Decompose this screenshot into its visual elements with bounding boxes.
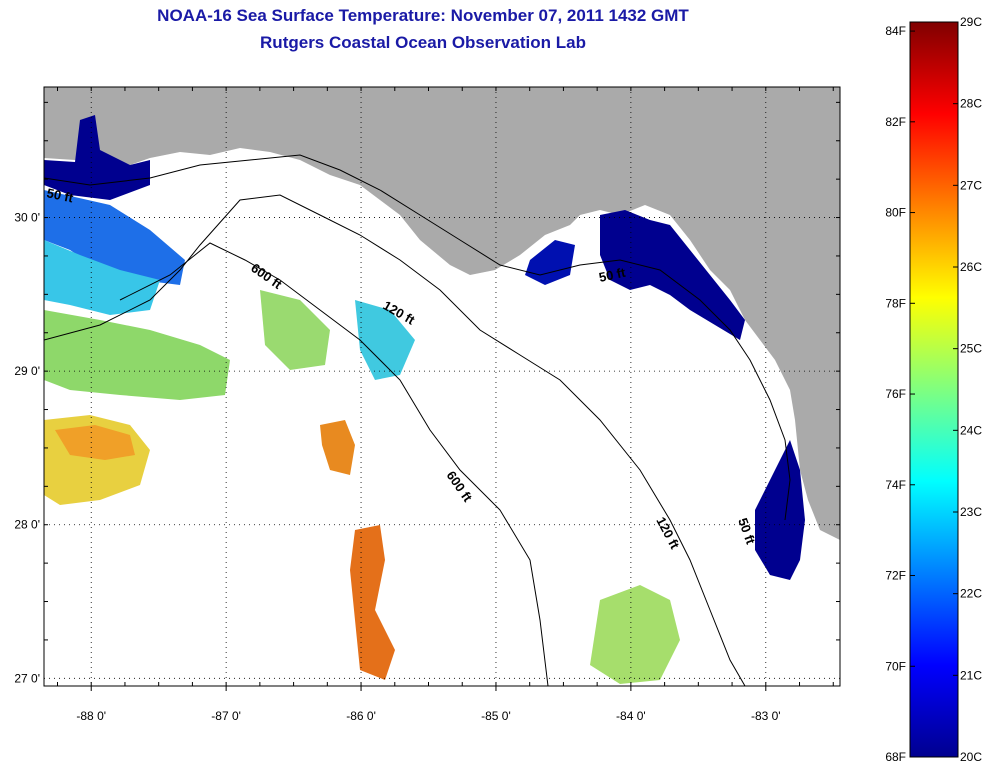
colorbar-gradient: [909, 21, 959, 758]
sst-patch-shelf-blue: [44, 190, 185, 285]
sst-patch-orange-mid: [320, 420, 355, 475]
lon-tick-label: -87 0': [211, 709, 241, 723]
fahrenheit-label: 82F: [885, 115, 906, 129]
sst-patch-coast-south: [755, 440, 805, 580]
fahrenheit-label: 80F: [885, 206, 906, 220]
sst-patch-green-south: [590, 585, 680, 684]
colorbar-svg: 20C 21C 22C 23C 24C 25C 26C 27C 28C 29C 68F 70F 72F 7…: [885, 15, 982, 764]
celsius-label: 21C: [960, 668, 982, 682]
celsius-label: 23C: [960, 505, 982, 519]
graticule: [44, 87, 840, 691]
fahrenheit-label: 78F: [885, 296, 906, 310]
colorbar: 20C 21C 22C 23C 24C 25C 26C 27C 28C 29C 68F 70F 72F 7…: [866, 0, 992, 770]
map-subtitle: Rutgers Coastal Ocean Observation Lab: [260, 33, 586, 52]
sst-patch-cyan-west: [44, 240, 160, 315]
sst-map: 50 ft 600 ft 120 ft 50 ft 600 ft 120 ft …: [14, 86, 841, 723]
lon-tick-label: -83 0': [751, 709, 781, 723]
celsius-label: 24C: [960, 423, 982, 437]
fahrenheit-label: 70F: [885, 659, 906, 673]
map-frame: [43, 86, 841, 687]
lon-tick-label: -85 0': [481, 709, 511, 723]
sst-patch-orange-west: [55, 425, 135, 460]
lon-tick-label: -86 0': [346, 709, 376, 723]
map-title: NOAA-16 Sea Surface Temperature: Novembe…: [157, 6, 689, 25]
celsius-label: 28C: [960, 97, 982, 111]
fahrenheit-label: 84F: [885, 24, 906, 38]
sst-patch-coastal-west: [44, 115, 150, 200]
celsius-label: 20C: [960, 750, 982, 764]
celsius-label: 26C: [960, 260, 982, 274]
land-mass: [44, 87, 840, 540]
sst-patch-bigbend: [525, 240, 575, 285]
celsius-label: 22C: [960, 587, 982, 601]
lat-tick-label: 29 0': [14, 364, 40, 378]
fahrenheit-label: 74F: [885, 478, 906, 492]
sst-patch-green-west: [44, 310, 230, 400]
sst-patch-green-mid: [260, 290, 330, 370]
fahrenheit-label: 76F: [885, 387, 906, 401]
sst-patch-orange-south: [350, 525, 395, 680]
colorbar-ticks: 20C 21C 22C 23C 24C 25C 26C 27C 28C 29C 68F 70F 72F 7…: [885, 15, 982, 764]
sst-patch-cyan-mid: [355, 300, 415, 380]
contour-label: 50 ft: [598, 265, 628, 285]
axis-labels: -88 0' -87 0' -86 0' -85 0' -84 0' -83 0' 27 0…: [14, 211, 780, 723]
lat-tick-label: 27 0': [14, 671, 40, 685]
celsius-label: 25C: [960, 342, 982, 356]
celsius-label: 29C: [960, 15, 982, 29]
sst-patches: [44, 115, 805, 684]
sst-patch-apalachee: [600, 210, 745, 340]
celsius-label: 27C: [960, 178, 982, 192]
fahrenheit-label: 68F: [885, 750, 906, 764]
lat-tick-label: 28 0': [14, 518, 40, 532]
lon-tick-label: -88 0': [76, 709, 106, 723]
lon-tick-label: -84 0': [616, 709, 646, 723]
contour-600ft: [119, 242, 549, 686]
contour-label: 50 ft: [45, 185, 75, 205]
lat-tick-label: 30 0': [14, 211, 40, 225]
fahrenheit-label: 72F: [885, 569, 906, 583]
contour-50ft: [44, 154, 791, 521]
